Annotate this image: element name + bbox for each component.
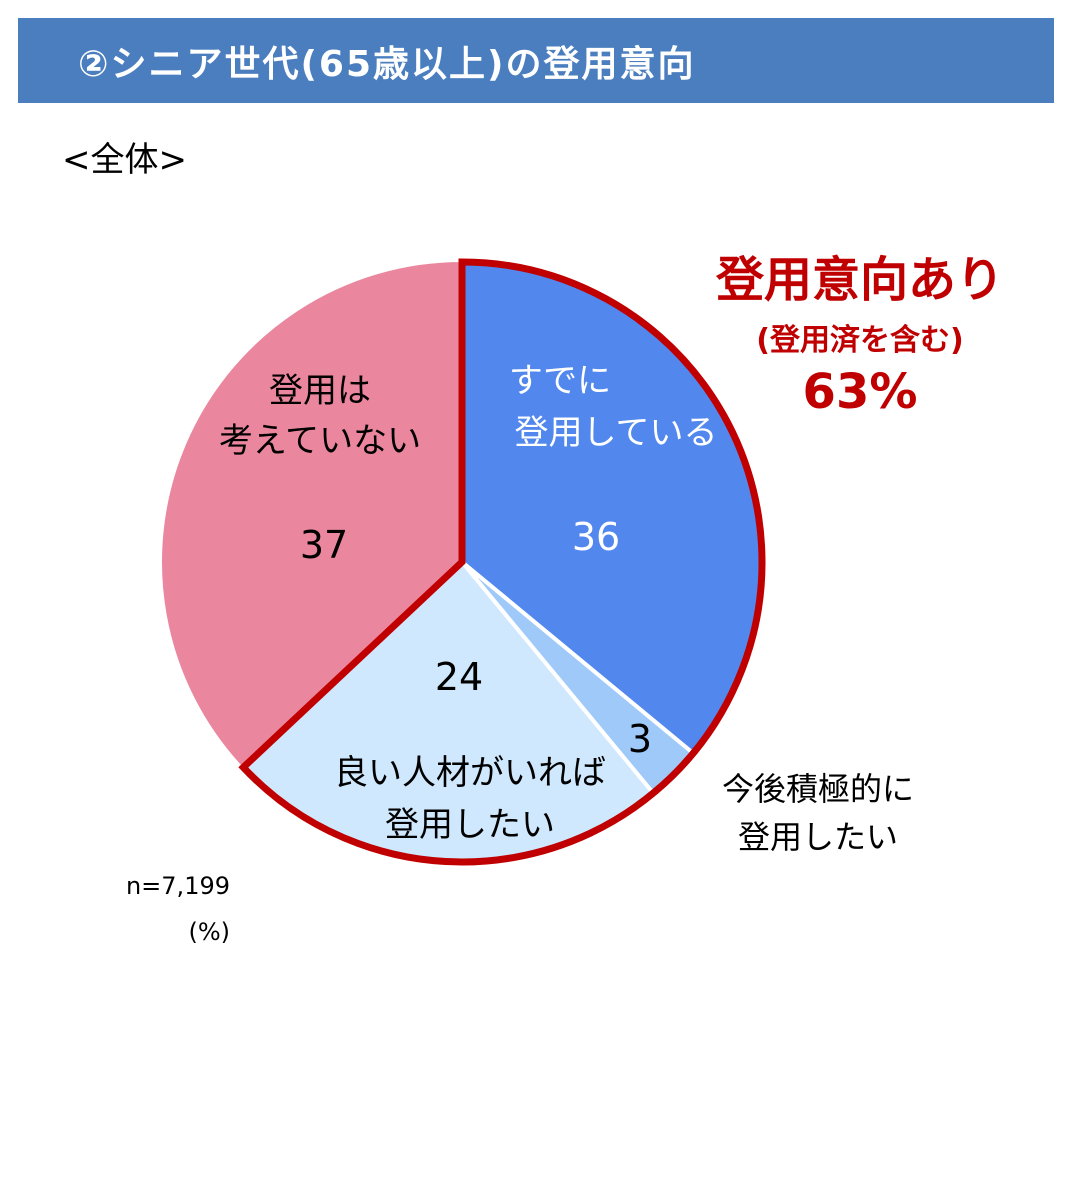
slice-value-2: 24	[435, 655, 483, 699]
slice-label-1-line-0: 今後積極的に	[722, 770, 914, 808]
slice-label-2-line-0: 良い人材がいれば	[334, 753, 606, 793]
slice-label-2-line-1: 登用したい	[385, 805, 555, 845]
page-title: ②シニア世代(65歳以上)の登用意向	[78, 43, 696, 85]
highlight-outline	[238, 258, 766, 866]
scope-label: <全体>	[62, 140, 187, 180]
slice-value-3: 37	[300, 523, 348, 567]
summary-subtitle: (登用済を含む)	[756, 323, 963, 358]
sample-size: n=7,199	[125, 872, 230, 900]
slice-value-0: 36	[572, 515, 620, 559]
slice-label-1-line-1: 登用したい	[738, 818, 898, 856]
slice-label-0-line-0: すでに	[509, 361, 611, 401]
pie-slice-3	[158, 257, 464, 772]
title-bar: ②シニア世代(65歳以上)の登用意向	[18, 18, 1054, 103]
summary-title: 登用意向あり	[715, 252, 1004, 308]
unit-label: (%)	[188, 918, 230, 946]
slice-label-3-line-0: 登用は	[269, 371, 371, 411]
slice-value-1: 3	[628, 717, 652, 761]
summary-value: 63%	[803, 364, 918, 420]
slice-label-3-line-1: 考えていない	[219, 421, 421, 461]
slice-label-0-line-1: 登用している	[515, 413, 718, 453]
